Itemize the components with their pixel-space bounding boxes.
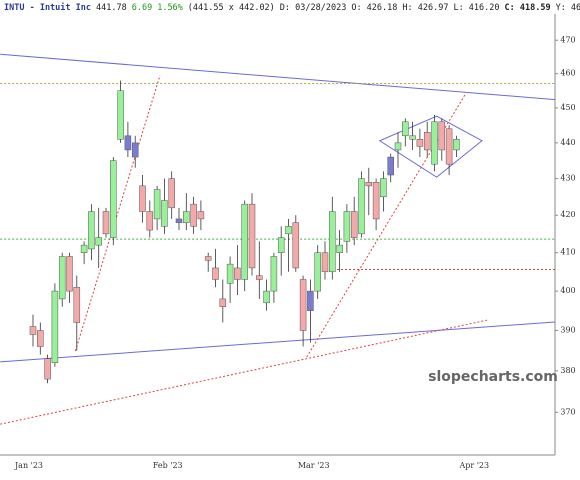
x-tick-label: Mar '23: [298, 461, 330, 470]
candle-body: [380, 178, 387, 198]
trend-line: [378, 115, 483, 178]
candle-body: [102, 211, 110, 235]
candle-body: [37, 330, 44, 347]
candle-body: [219, 298, 227, 307]
candle-body: [204, 256, 212, 261]
candle-body: [307, 290, 314, 311]
header-item: 1.56%: [157, 3, 183, 13]
y-tick-label: 430: [560, 174, 575, 183]
candle-body: [314, 252, 321, 292]
x-tick-label: Feb '23: [153, 461, 183, 470]
y-tick-label: 400: [560, 286, 575, 295]
candle-body: [409, 135, 416, 140]
trend-line: [0, 321, 555, 363]
x-tick-label: Jan '23: [14, 461, 43, 470]
candle-body: [292, 222, 300, 269]
candle-body: [212, 267, 219, 280]
candle-body: [234, 267, 241, 280]
y-tick-label: 370: [560, 407, 575, 416]
candle-body: [248, 203, 256, 269]
header-item: 441.78: [96, 3, 127, 13]
candle-body: [124, 135, 132, 151]
candle-body: [88, 211, 95, 250]
candle-body: [117, 90, 124, 140]
x-tick-label: Apr '23: [458, 461, 489, 470]
trend-line: [74, 75, 161, 352]
candle-body: [29, 326, 37, 335]
candle-body: [58, 256, 66, 300]
header-item: 6.69: [131, 3, 153, 13]
candle-body: [131, 142, 139, 158]
y-tick-label: 380: [560, 366, 575, 375]
trend-line: [0, 319, 488, 425]
candle-body: [153, 189, 161, 220]
candle-body: [241, 203, 248, 280]
watermark: slopecharts.com: [428, 369, 558, 385]
header-item: L: 416.20: [453, 3, 500, 13]
candle-body: [51, 290, 59, 363]
quote-header: INTU - Intuit Inc 441.78 6.69 1.56% (441.55 …: [4, 2, 580, 14]
candle-body: [183, 211, 190, 223]
candle-body: [263, 290, 270, 304]
candle-body: [95, 237, 102, 246]
candle-body: [321, 252, 329, 273]
candle-body: [336, 244, 343, 253]
candle-body: [197, 211, 205, 220]
candle-body: [431, 121, 438, 165]
candle-body: [285, 226, 292, 235]
plot-area: [0, 53, 555, 425]
candle-body: [394, 142, 402, 151]
candle-body: [146, 211, 154, 231]
candle-body: [350, 211, 358, 238]
candle-body: [175, 218, 183, 223]
header-item: Y: 469.: [555, 3, 580, 13]
header-item: (441.55 x 442.02): [187, 3, 275, 13]
candle-body: [329, 211, 336, 273]
candle-body: [44, 358, 51, 380]
candle-body: [445, 128, 453, 165]
candle-body: [256, 275, 263, 280]
candle-body: [372, 181, 380, 220]
candle-body: [161, 200, 168, 227]
header-item: D: 03/28/2023: [279, 3, 347, 13]
candle-body: [387, 156, 394, 176]
candle-body: [73, 286, 81, 323]
candle-body: [438, 121, 446, 151]
header-item: C: 418.59: [504, 3, 551, 13]
y-tick-label: 450: [560, 103, 575, 112]
candle-body: [270, 256, 278, 292]
y-tick-label: 420: [560, 210, 575, 219]
trend-line: [0, 53, 555, 101]
candle-body: [66, 256, 73, 292]
y-tick-label: 470: [560, 35, 575, 44]
candle-body: [423, 132, 431, 151]
header-item: INTU - Intuit Inc: [4, 3, 91, 13]
candle-body: [358, 178, 365, 235]
y-tick-label: 390: [560, 325, 575, 334]
header-item: O: 426.18: [351, 3, 398, 13]
candle-body: [226, 263, 234, 284]
candle-body: [139, 185, 146, 212]
candle-body: [299, 279, 307, 331]
candle-body: [402, 121, 409, 137]
candle-body: [343, 211, 351, 242]
candle-body: [190, 203, 197, 227]
candle-body: [416, 139, 424, 147]
candle-body: [365, 181, 373, 187]
y-tick-label: 410: [560, 248, 575, 257]
candle-body: [110, 160, 117, 238]
y-tick-label: 440: [560, 138, 575, 147]
candle-body: [168, 178, 175, 209]
candle-body: [277, 237, 285, 253]
candle-body: [80, 244, 88, 253]
candle-body: [453, 139, 460, 151]
y-tick-label: 460: [560, 69, 575, 78]
trend-line: [306, 94, 466, 358]
header-item: H: 426.97: [402, 3, 449, 13]
